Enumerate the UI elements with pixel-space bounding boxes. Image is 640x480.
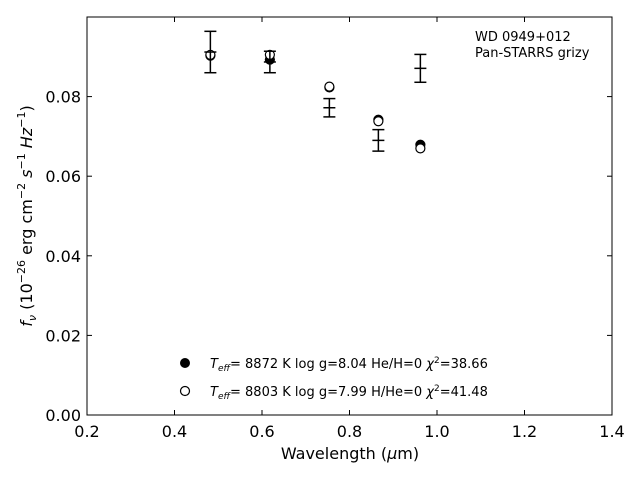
legend-marker-filled [180,358,190,368]
legend-marker-open [179,385,191,397]
annotation-survey: Pan-STARRS grizy [475,46,590,61]
x-tick-label: 0.6 [249,422,274,441]
legend: Teff= 8872 K log g=8.04 He/H=0 χ2=38.66 … [179,356,488,402]
y-tick-label: 0.02 [45,326,81,345]
legend-label-model-1: Teff= 8872 K log g=8.04 He/H=0 χ2=38.66 [210,356,488,374]
x-tick-label: 1.0 [424,422,449,441]
x-tick-label: 1.2 [512,422,537,441]
x-tick-label: 0.2 [74,422,99,441]
x-tick-label: 0.4 [162,422,187,441]
data-marks [204,30,427,154]
x-tick-label: 0.8 [337,422,362,441]
x-tick-label: 1.4 [599,422,624,441]
model-point-open [324,81,335,92]
y-tick-label: 0.04 [45,247,81,266]
x-axis-title: Wavelength (μm) [281,444,419,463]
model-point-open [373,116,384,127]
y-tick-label: 0.06 [45,167,81,186]
plot-frame [86,16,613,416]
legend-label-model-2: Teff= 8803 K log g=7.99 H/He=0 χ2=41.48 [210,384,488,402]
y-axis-title: fν (10−26 erg cm−2 s−1 Hz−1) [15,105,39,326]
annotation-object: WD 0949+012 [475,30,571,45]
y-tick-label: 0.00 [45,406,81,425]
model-point-open [415,143,426,154]
y-tick-label: 0.08 [45,88,81,107]
y-axis: 0.00 0.02 0.04 0.06 0.08 [45,88,612,425]
x-axis: 0.2 0.4 0.6 0.8 1.0 1.2 1.4 [74,17,625,441]
